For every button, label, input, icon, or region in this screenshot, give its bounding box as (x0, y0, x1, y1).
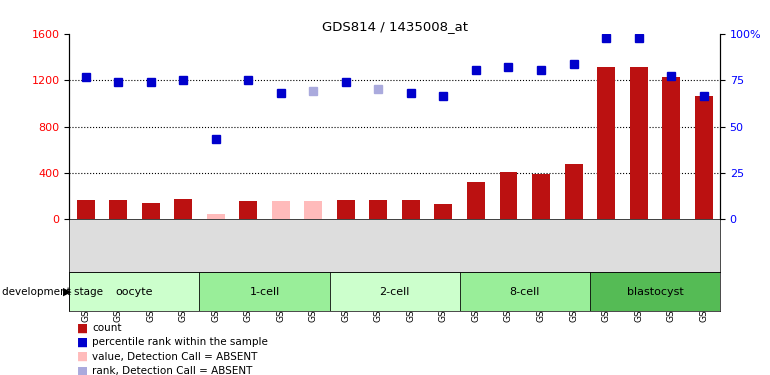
Bar (434, 204, 452, 219)
Bar (370, 200, 387, 219)
Text: blastocyst: blastocyst (627, 286, 683, 297)
Bar (402, 200, 420, 219)
Text: ■: ■ (77, 322, 88, 334)
Text: ■: ■ (77, 364, 88, 375)
Bar (109, 200, 127, 219)
Text: 2-cell: 2-cell (380, 286, 410, 297)
Text: 8-cell: 8-cell (510, 286, 540, 297)
Bar (564, 164, 582, 219)
Bar (207, 214, 225, 219)
Bar (330, 272, 460, 311)
Bar (662, 76, 680, 219)
Bar (590, 272, 720, 311)
Bar (199, 272, 330, 311)
Bar (69, 272, 199, 311)
Bar (460, 272, 590, 311)
Bar (239, 201, 257, 219)
Bar (467, 182, 485, 219)
Text: count: count (92, 323, 122, 333)
Bar (304, 201, 322, 219)
Bar (174, 199, 192, 219)
Text: rank, Detection Call = ABSENT: rank, Detection Call = ABSENT (92, 366, 253, 375)
Bar (500, 172, 517, 219)
Bar (337, 200, 355, 219)
Text: ■: ■ (77, 336, 88, 349)
Text: 1-cell: 1-cell (249, 286, 280, 297)
Title: GDS814 / 1435008_at: GDS814 / 1435008_at (322, 20, 467, 33)
Bar (695, 96, 712, 219)
Bar (532, 174, 550, 219)
Bar (630, 68, 648, 219)
Text: oocyte: oocyte (116, 286, 153, 297)
Bar (77, 200, 95, 219)
Text: development stage: development stage (2, 287, 102, 297)
Bar (598, 68, 615, 219)
Text: value, Detection Call = ABSENT: value, Detection Call = ABSENT (92, 352, 258, 362)
Text: ■: ■ (77, 350, 88, 363)
Bar (272, 201, 290, 219)
Text: ▶: ▶ (63, 287, 72, 297)
Bar (142, 203, 159, 219)
Text: percentile rank within the sample: percentile rank within the sample (92, 338, 268, 347)
